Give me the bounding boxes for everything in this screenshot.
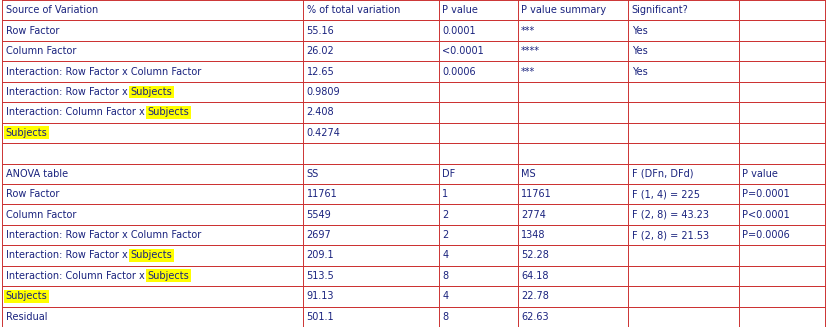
Text: Interaction: Row Factor x: Interaction: Row Factor x	[6, 250, 130, 261]
Text: Subjects: Subjects	[148, 107, 189, 117]
Text: 209.1: 209.1	[307, 250, 334, 261]
Text: 52.28: 52.28	[521, 250, 549, 261]
Text: Row Factor: Row Factor	[6, 26, 59, 36]
Text: 8: 8	[442, 271, 448, 281]
Text: ***: ***	[521, 66, 535, 77]
Bar	[2, 204, 825, 225]
Bar	[2, 82, 825, 102]
Text: 2697: 2697	[307, 230, 332, 240]
Text: 2.408: 2.408	[307, 107, 334, 117]
Text: ****: ****	[521, 46, 540, 56]
Text: Interaction: Column Factor x: Interaction: Column Factor x	[6, 271, 148, 281]
Text: 91.13: 91.13	[307, 291, 334, 301]
Text: 12.65: 12.65	[307, 66, 334, 77]
Text: 0.4274: 0.4274	[307, 128, 341, 138]
Text: F (1, 4) = 225: F (1, 4) = 225	[632, 189, 700, 199]
Text: Residual: Residual	[6, 312, 47, 322]
Text: 0.0001: 0.0001	[442, 26, 475, 36]
Text: ***: ***	[521, 26, 535, 36]
Text: ANOVA table: ANOVA table	[6, 169, 68, 179]
Text: % of total variation: % of total variation	[307, 5, 400, 15]
Text: F (DFn, DFd): F (DFn, DFd)	[632, 169, 693, 179]
Bar	[2, 41, 825, 61]
Text: Subjects: Subjects	[148, 271, 189, 281]
Text: 1348: 1348	[521, 230, 545, 240]
Text: P value: P value	[742, 169, 778, 179]
Text: Interaction: Column Factor x: Interaction: Column Factor x	[6, 107, 148, 117]
Text: 1: 1	[442, 189, 448, 199]
Text: P<0.0001: P<0.0001	[742, 210, 789, 220]
Text: 0.9809: 0.9809	[307, 87, 340, 97]
Text: 0.0006: 0.0006	[442, 66, 475, 77]
Text: 2774: 2774	[521, 210, 546, 220]
Text: Subjects: Subjects	[130, 87, 173, 97]
Text: 4: 4	[442, 291, 448, 301]
Text: Subjects: Subjects	[6, 128, 47, 138]
Text: 11761: 11761	[521, 189, 552, 199]
Bar	[2, 286, 825, 307]
Text: P=0.0006: P=0.0006	[742, 230, 789, 240]
Text: MS: MS	[521, 169, 536, 179]
Text: 26.02: 26.02	[307, 46, 334, 56]
Text: 55.16: 55.16	[307, 26, 334, 36]
Bar	[2, 164, 825, 184]
Text: 11761: 11761	[307, 189, 337, 199]
Bar	[2, 61, 825, 82]
Bar	[2, 123, 825, 143]
Text: Interaction: Row Factor x Column Factor: Interaction: Row Factor x Column Factor	[6, 66, 201, 77]
Text: Yes: Yes	[632, 66, 647, 77]
Text: Row Factor: Row Factor	[6, 189, 59, 199]
Text: 8: 8	[442, 312, 448, 322]
Text: 22.78: 22.78	[521, 291, 549, 301]
Text: P=0.0001: P=0.0001	[742, 189, 789, 199]
Bar	[2, 102, 825, 123]
Text: SS: SS	[307, 169, 319, 179]
Text: Yes: Yes	[632, 26, 647, 36]
Text: Column Factor: Column Factor	[6, 46, 76, 56]
Text: 501.1: 501.1	[307, 312, 334, 322]
Bar	[2, 0, 825, 20]
Bar	[2, 245, 825, 266]
Text: 5549: 5549	[307, 210, 332, 220]
Bar	[2, 184, 825, 204]
Text: <0.0001: <0.0001	[442, 46, 484, 56]
Bar	[2, 143, 825, 164]
Bar	[2, 307, 825, 327]
Bar	[2, 225, 825, 245]
Text: 64.18: 64.18	[521, 271, 548, 281]
Bar	[2, 20, 825, 41]
Text: Interaction: Row Factor x: Interaction: Row Factor x	[6, 87, 130, 97]
Text: P value summary: P value summary	[521, 5, 606, 15]
Text: 2: 2	[442, 230, 449, 240]
Text: Significant?: Significant?	[632, 5, 688, 15]
Text: 62.63: 62.63	[521, 312, 548, 322]
Text: P value: P value	[442, 5, 478, 15]
Text: Subjects: Subjects	[130, 250, 173, 261]
Text: Interaction: Row Factor x Column Factor: Interaction: Row Factor x Column Factor	[6, 230, 201, 240]
Text: 4: 4	[442, 250, 448, 261]
Text: 513.5: 513.5	[307, 271, 334, 281]
Text: F (2, 8) = 43.23: F (2, 8) = 43.23	[632, 210, 709, 220]
Text: DF: DF	[442, 169, 455, 179]
Text: F (2, 8) = 21.53: F (2, 8) = 21.53	[632, 230, 709, 240]
Text: 2: 2	[442, 210, 449, 220]
Text: Yes: Yes	[632, 46, 647, 56]
Text: Column Factor: Column Factor	[6, 210, 76, 220]
Text: Source of Variation: Source of Variation	[6, 5, 98, 15]
Text: Subjects: Subjects	[6, 291, 47, 301]
Bar	[2, 266, 825, 286]
